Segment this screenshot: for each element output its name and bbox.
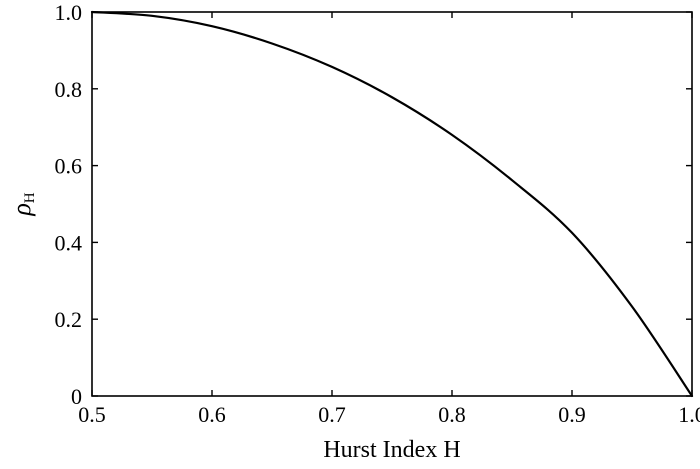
y-tick-label: 0.2 (55, 307, 83, 332)
data-point (691, 395, 693, 397)
plot-area-frame (91, 11, 693, 397)
data-point (391, 96, 393, 99)
y-tick-label: 1.0 (55, 0, 83, 25)
data-point (271, 42, 273, 45)
y-tick-label: 0 (71, 384, 82, 409)
data-point (91, 11, 93, 13)
y-tick-label: 0.4 (55, 230, 83, 255)
y-tick-label: 0.6 (55, 154, 83, 179)
x-tick-label: 0.8 (438, 402, 466, 427)
data-point (151, 15, 153, 17)
data-point (571, 232, 573, 234)
data-point (631, 305, 633, 308)
series-line (90, 10, 694, 398)
x-tick-label: 0.7 (318, 402, 346, 427)
x-tick-label: 0.9 (558, 402, 586, 427)
x-axis-title: Hurst Index H (323, 437, 460, 463)
data-point (451, 134, 453, 136)
data-point (211, 25, 213, 28)
x-tick-label: 0.5 (78, 402, 106, 427)
data-point (511, 179, 513, 181)
data-point (331, 66, 333, 68)
x-tick-label: 1.0 (678, 402, 700, 427)
y-axis-title-subscript: H (22, 192, 38, 203)
y-axis-title-symbol: ρ (7, 203, 36, 216)
y-tick-label: 0.8 (55, 77, 83, 102)
x-tick-label: 0.6 (198, 402, 226, 427)
y-axis-title: ρH (7, 192, 38, 216)
